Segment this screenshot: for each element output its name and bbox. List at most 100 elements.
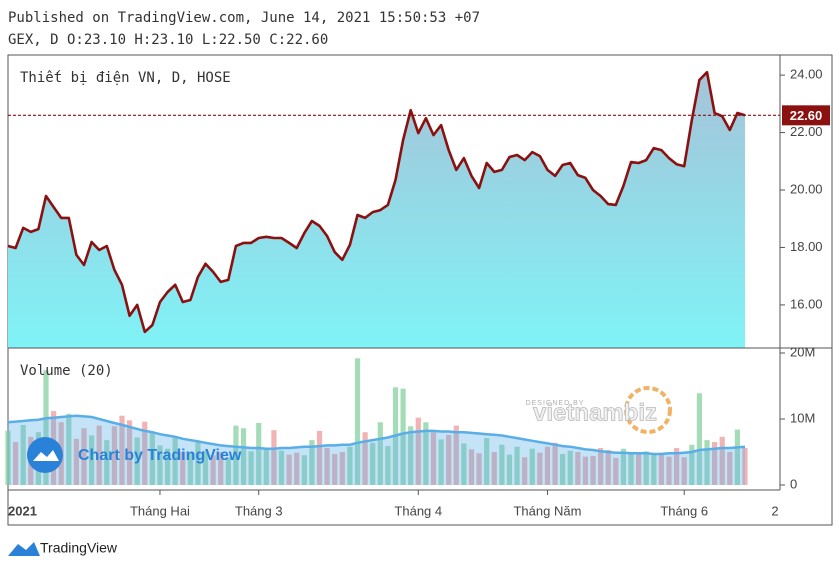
volume-bar xyxy=(461,443,467,485)
volume-bar xyxy=(12,442,19,485)
volume-bar xyxy=(187,453,193,485)
volume-bar xyxy=(658,452,665,485)
volume-bar xyxy=(332,453,338,485)
tv-watermark: Chart by TradingView xyxy=(27,437,242,473)
volume-bar xyxy=(742,448,748,485)
volume-bar xyxy=(271,430,277,485)
volume-bar xyxy=(620,448,627,485)
volume-bar xyxy=(666,456,672,485)
volume-bar xyxy=(605,450,611,485)
volume-bar xyxy=(514,446,520,485)
volume-bar xyxy=(309,440,315,485)
volume-bar xyxy=(423,422,429,485)
volume-bar xyxy=(385,446,391,485)
volume-bar xyxy=(643,451,649,485)
volume-legend: Volume (20) xyxy=(20,363,113,379)
volume-bar xyxy=(43,370,49,485)
volume-bar xyxy=(529,448,535,485)
volume-bar xyxy=(468,449,475,485)
y-tick-label: 24.00 xyxy=(790,67,823,82)
volume-bar xyxy=(537,452,543,485)
price-label: 22.60 xyxy=(790,108,823,123)
volume-average-area xyxy=(8,415,745,485)
volume-average-line xyxy=(7,414,746,456)
volume-bar xyxy=(408,426,414,485)
y-tick-label: 18.00 xyxy=(790,239,823,254)
volume-bar xyxy=(567,450,573,485)
volume-bar xyxy=(20,424,26,485)
volume-bar xyxy=(400,388,406,485)
volume-bar xyxy=(104,440,110,485)
y-tick-label: 22.00 xyxy=(790,124,823,139)
volume-bar xyxy=(5,430,11,485)
x-tick-label: Tháng 3 xyxy=(235,503,283,518)
volume-bar xyxy=(651,453,657,485)
footer-logo: TradingView xyxy=(8,540,118,556)
volume-bar xyxy=(613,457,619,485)
price-area xyxy=(8,72,745,348)
y-tick-label: 0 xyxy=(790,476,797,491)
volume-bar xyxy=(636,453,642,485)
volume-bar xyxy=(560,453,566,485)
volume-bar xyxy=(689,444,695,485)
volume-bar xyxy=(195,442,201,485)
volume-bar xyxy=(81,428,87,485)
volume-bar xyxy=(233,425,239,485)
volume-bar xyxy=(210,455,216,485)
volume-bar xyxy=(438,439,444,485)
x-tick-label: Tháng 4 xyxy=(394,503,442,518)
volume-bar xyxy=(491,451,497,485)
volume-bar xyxy=(316,430,323,485)
volume-bar xyxy=(674,448,680,485)
tv-icon xyxy=(27,437,63,473)
volume-bar xyxy=(370,442,376,485)
volume-bar xyxy=(149,431,155,485)
y-tick-label: 10M xyxy=(790,410,815,425)
volume-bar xyxy=(294,452,300,485)
price-line xyxy=(7,70,746,334)
volume-bar xyxy=(286,454,292,485)
volume-bar xyxy=(142,421,148,485)
tv-icon-shape xyxy=(33,450,59,461)
volume-bar xyxy=(263,448,269,485)
volume-bar xyxy=(324,448,330,485)
volume-bar xyxy=(339,451,345,485)
volume-bar xyxy=(225,457,231,485)
volume-bar xyxy=(347,446,353,485)
volume-bar xyxy=(354,358,361,485)
y-tick-label: 20.00 xyxy=(790,181,823,196)
volume-bar xyxy=(582,456,589,485)
volume-bar xyxy=(544,446,551,485)
volume-bar xyxy=(164,448,171,485)
volume-bar xyxy=(575,451,581,485)
volume-bar xyxy=(66,413,72,485)
volume-bar xyxy=(704,440,710,485)
vnb-logo: DESIGNED BY vietnambiz xyxy=(526,386,672,434)
x-tick-label: Tháng Hai xyxy=(130,503,190,518)
x-tick-label: 2 xyxy=(771,503,778,518)
volume-bar xyxy=(696,393,703,485)
vnb-top: DESIGNED BY xyxy=(526,400,585,407)
volume-bar xyxy=(202,450,209,485)
volume-bar xyxy=(552,442,558,485)
volume-bar xyxy=(719,436,725,485)
published: Published on TradingView.com, June 14, 2… xyxy=(8,10,480,26)
legend: Thiết bị điện VN, D, HOSE xyxy=(20,70,231,86)
volume-bar xyxy=(172,437,178,485)
volume-bar xyxy=(248,451,254,485)
volume-bar xyxy=(362,432,368,485)
volume-bar xyxy=(476,453,482,485)
y-tick-label: 20M xyxy=(790,344,815,359)
volume-bar xyxy=(256,422,262,485)
volume-bar xyxy=(157,445,163,485)
volume-bar xyxy=(111,426,117,485)
volume-bar xyxy=(88,435,95,485)
volume-bar xyxy=(681,457,687,485)
volume-bar xyxy=(119,415,125,485)
vnb-ring xyxy=(624,386,672,434)
volume-bar xyxy=(484,438,490,485)
volume-bar xyxy=(727,451,733,485)
volume-bar xyxy=(134,437,140,485)
volume-bar xyxy=(430,432,437,485)
volume-bar xyxy=(126,420,133,485)
